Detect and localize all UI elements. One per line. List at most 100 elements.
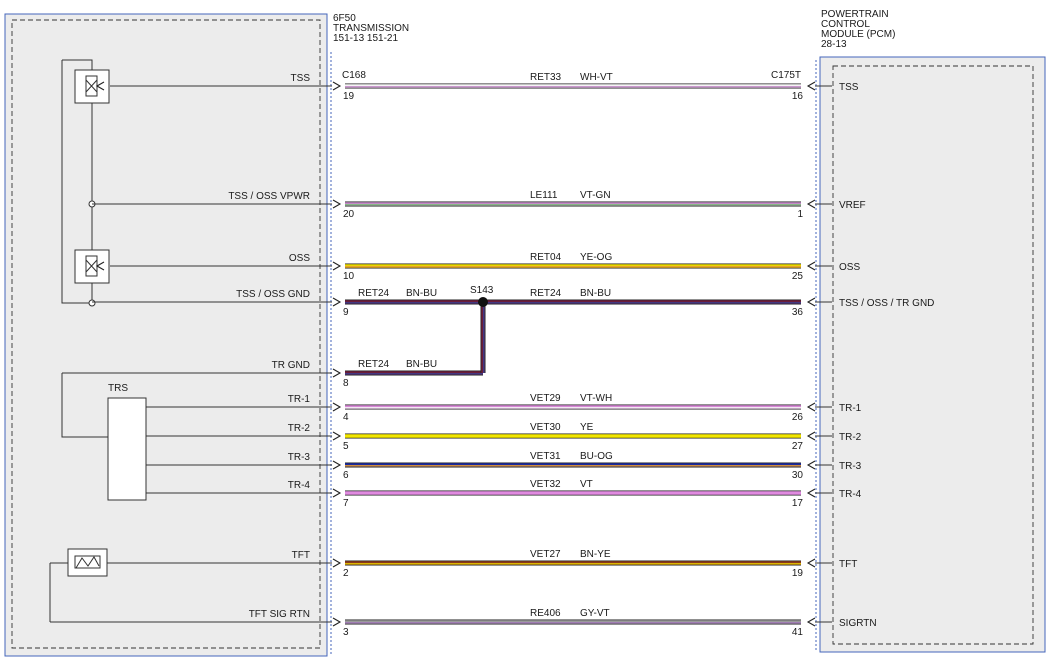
left-pin-arrow-tr-4 [332,488,342,498]
internal-wiring [49,59,108,622]
tss-sensor-icon [74,69,110,104]
pcm-pin-arrow [806,297,816,307]
circuit-left-label-tft-sig-rtn: TFT SIG RTN [249,609,310,620]
pcm-pin-arrow [806,81,816,91]
pcm-pin-arrow [806,617,816,627]
circuit-left-label-tr-4: TR-4 [288,480,311,491]
left-pin-number: 9 [343,307,349,318]
circuit-left-label-tss: TSS [291,73,311,84]
left-pin-number: 10 [343,271,355,282]
pcm-pin-arrow [806,488,816,498]
left-pin-arrow-tr-gnd [332,368,342,378]
circuit-color-code: GY-VT [580,608,610,619]
sensor-arrow [95,261,105,271]
trs-component [107,397,147,501]
pcm-title-3: MODULE (PCM) [821,29,895,40]
pcm-pin-arrow [806,199,816,209]
circuit-color-code: BN-BU [406,288,437,299]
circuit-number: VET32 [530,479,561,490]
left-pin-number: 8 [343,378,349,389]
circuit-left-label-tr-2: TR-2 [288,423,311,434]
circuit-color-code: BU-OG [580,451,613,462]
circuit-left-label-tr-gnd: TR GND [272,360,310,371]
right-pin-number: 26 [792,412,804,423]
right-pin-number: 16 [792,91,804,102]
left-pin-number: 7 [343,498,349,509]
circuit-number: RET33 [530,72,562,83]
left-pin-number: 5 [343,441,349,452]
pcm-pin-arrow [806,558,816,568]
right-pin-number: 27 [792,441,804,452]
right-pin-number: 19 [792,568,804,579]
circuit-color-code: BN-YE [580,549,611,560]
right-pin-number: 1 [797,209,803,220]
right-pin-number: 25 [792,271,804,282]
left-pin-arrow-tr-3 [332,460,342,470]
oss-sensor-icon [74,249,110,284]
pcm-pin-arrow [806,431,816,441]
left-pin-arrow-tss [332,81,342,91]
left-pin-arrow-tft [332,558,342,568]
right-pin-number: 36 [792,307,804,318]
trs-label: TRS [108,383,128,394]
pcm-pin-label: TR-1 [839,403,862,414]
circuit-left-label-tr-3: TR-3 [288,452,311,463]
circuit-left-label-tss-oss-vpwr: TSS / OSS VPWR [228,191,310,202]
left-pin-number: 20 [343,209,355,220]
left-pin-number: 4 [343,412,349,423]
left-connector-label: C168 [342,70,366,81]
splice-point [478,297,488,307]
left-pin-number: 2 [343,568,349,579]
circuit-color-code: WH-VT [580,72,613,83]
circuit-number: VET31 [530,451,561,462]
left-pin-arrow-tft-sig-rtn [332,617,342,627]
junction-dot [88,299,96,307]
transmission-inner-border [11,19,321,649]
circuit-number: RE406 [530,608,561,619]
circuit-number: VET27 [530,549,561,560]
left-pin-arrow-tr-2 [332,431,342,441]
circuit-color-code: YE [580,422,594,433]
tft-thermistor-icon [67,548,108,577]
left-pin-arrow-tr-1 [332,402,342,412]
pcm-pin-label: TSS [839,82,859,93]
circuit-number: VET30 [530,422,561,433]
left-pin-arrow-tss-oss-gnd [332,297,342,307]
right-pin-number: 17 [792,498,804,509]
sensor-arrow [95,81,105,91]
circuit-number: RET24 [530,288,562,299]
pcm-box [819,56,1046,653]
circuit-number: RET24 [358,359,390,370]
right-connector-label: C175T [771,70,801,81]
transmission-title-3: 151-13 151-21 [333,33,398,44]
circuit-color-code: YE-OG [580,252,612,263]
circuit-number: RET04 [530,252,562,263]
pcm-title-4: 28-13 [821,39,847,50]
splice-label: S143 [470,285,494,296]
circuit-color-code: VT-GN [580,190,611,201]
right-pin-number: 41 [792,627,804,638]
pcm-pin-arrow [806,460,816,470]
right-pin-number: 30 [792,470,804,481]
left-pin-number: 6 [343,470,349,481]
pcm-pin-label: SIGRTN [839,618,877,629]
circuit-left-label-tss-oss-gnd: TSS / OSS GND [236,289,310,300]
circuit-left-label-oss: OSS [289,253,310,264]
circuit-color-code: VT-WH [580,393,612,404]
pcm-pin-label: TFT [839,559,857,570]
pcm-pin-arrow [806,261,816,271]
left-pin-number: 19 [343,91,355,102]
pcm-pin-arrow [806,402,816,412]
pcm-pin-label: TR-3 [839,461,862,472]
left-pin-number: 3 [343,627,349,638]
pcm-pin-label: TSS / OSS / TR GND [839,298,934,309]
pcm-inner-border [832,65,1034,645]
circuit-color-code: BN-BU [406,359,437,370]
left-pin-arrow-tss-oss-vpwr [332,199,342,209]
circuit-number: LE111 [530,190,558,201]
circuit-number: VET29 [530,393,561,404]
pcm-title-2: CONTROL [821,19,870,30]
pcm-pin-label: TR-4 [839,489,862,500]
pcm-title-1: POWERTRAIN [821,9,889,20]
circuit-color-code: VT [580,479,593,490]
